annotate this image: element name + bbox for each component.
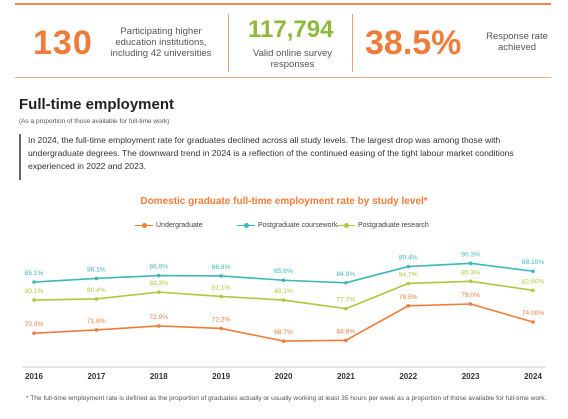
data-point xyxy=(344,338,348,343)
data-label: 82.80% xyxy=(522,278,545,285)
data-label: 86.1% xyxy=(87,266,106,273)
data-label: 80.1% xyxy=(274,288,293,295)
data-point xyxy=(219,274,223,278)
stat-response-rate-value: 38.5% xyxy=(365,24,462,62)
data-point xyxy=(219,326,223,331)
x-tick-label: 2019 xyxy=(212,372,230,381)
legend-swatch xyxy=(135,221,153,229)
data-label: 84.7% xyxy=(399,271,418,278)
data-label: 82.3% xyxy=(149,280,168,287)
data-point xyxy=(281,298,286,302)
data-label: 74.00% xyxy=(522,310,545,317)
data-point xyxy=(406,281,411,286)
data-label: 86.8% xyxy=(212,264,231,271)
data-label: 80.1% xyxy=(25,288,44,295)
stats-banner: 130 Participating higher education insti… xyxy=(15,6,551,78)
x-tick-label: 2021 xyxy=(337,372,355,381)
data-label: 85.3% xyxy=(461,269,480,276)
stat-institutions-label: Participating higher education instituti… xyxy=(110,26,212,59)
legend-label: Postgraduate research xyxy=(358,221,429,229)
data-label: 68.7% xyxy=(274,329,293,336)
data-point xyxy=(156,290,161,294)
data-point xyxy=(531,288,535,293)
data-point xyxy=(219,294,223,299)
data-point xyxy=(406,264,411,269)
data-point xyxy=(281,339,286,343)
data-label: 70.9% xyxy=(25,321,44,328)
legend-swatch xyxy=(237,221,255,229)
chart-title: Domestic graduate full-time employment r… xyxy=(140,196,428,207)
stat-divider xyxy=(352,14,353,72)
x-tick-label: 2022 xyxy=(399,372,417,381)
data-point xyxy=(468,261,473,266)
data-label: 80.4% xyxy=(87,287,106,294)
data-point xyxy=(32,331,36,335)
legend-item-postgraduate-research: Postgraduate research xyxy=(337,221,429,229)
data-label: 90.3% xyxy=(461,251,480,258)
top-accent-line xyxy=(15,3,551,5)
data-label: 78.5% xyxy=(399,294,418,301)
x-tick-label: 2016 xyxy=(25,372,43,381)
legend-swatch xyxy=(337,221,355,229)
data-label: 85.1% xyxy=(25,270,44,277)
stat-response-rate-label: Response rate achieved xyxy=(486,31,548,53)
data-point xyxy=(32,280,36,284)
x-tick-label: 2018 xyxy=(150,372,168,381)
data-label: 89.4% xyxy=(399,255,418,262)
data-label: 68.9% xyxy=(337,328,356,335)
data-label: 84.9% xyxy=(337,271,356,278)
data-label: 77.7% xyxy=(337,297,356,304)
data-point xyxy=(406,304,411,308)
data-label: 81.1% xyxy=(212,284,231,291)
data-point xyxy=(32,298,36,302)
line-chart: 2016 2017 2018 2019 2020 2021 2022 2023 2024 70.9… xyxy=(22,251,546,381)
data-point xyxy=(281,278,286,283)
data-point xyxy=(94,328,99,332)
data-point xyxy=(344,306,348,311)
data-point xyxy=(468,279,473,284)
section-subtitle: (As a proportion of those available for … xyxy=(19,118,170,125)
x-tick-label: 2024 xyxy=(524,372,542,381)
data-label: 88.10% xyxy=(522,259,545,266)
data-label: 71.8% xyxy=(87,318,106,325)
data-label: 72.9% xyxy=(149,314,168,321)
legend-item-postgraduate-coursework: Postgraduate coursework xyxy=(237,221,337,229)
stat-institutions-value: 130 xyxy=(33,24,93,62)
stat-responses-label: Valid online survey responses xyxy=(252,48,333,70)
data-point xyxy=(531,269,535,274)
data-point xyxy=(531,320,535,324)
chart-legend: Undergraduate Postgraduate coursework Po… xyxy=(0,221,568,233)
footnote: * The full-time employment rate is defin… xyxy=(26,395,547,402)
stat-divider xyxy=(228,14,229,72)
data-label: 79.0% xyxy=(461,292,480,299)
x-tick-label: 2017 xyxy=(87,372,105,381)
section-title: Full-time employment xyxy=(19,96,175,113)
data-point xyxy=(344,280,348,285)
data-label: 86.9% xyxy=(149,264,168,271)
data-point xyxy=(156,273,161,278)
x-tick-label: 2020 xyxy=(275,372,293,381)
stat-responses-value: 117,794 xyxy=(248,16,334,43)
legend-label: Postgraduate coursework xyxy=(258,221,338,229)
data-point xyxy=(94,297,99,301)
data-label: 85.6% xyxy=(274,268,293,275)
data-point xyxy=(94,276,99,281)
legend-item-undergraduate: Undergraduate xyxy=(135,221,203,229)
x-tick-label: 2023 xyxy=(462,372,480,381)
intro-paragraph: In 2024, the full-time employment rate f… xyxy=(19,134,552,180)
legend-label: Undergraduate xyxy=(156,221,203,229)
data-label: 72.2% xyxy=(212,316,231,323)
data-point xyxy=(468,302,473,306)
data-point xyxy=(156,324,161,328)
